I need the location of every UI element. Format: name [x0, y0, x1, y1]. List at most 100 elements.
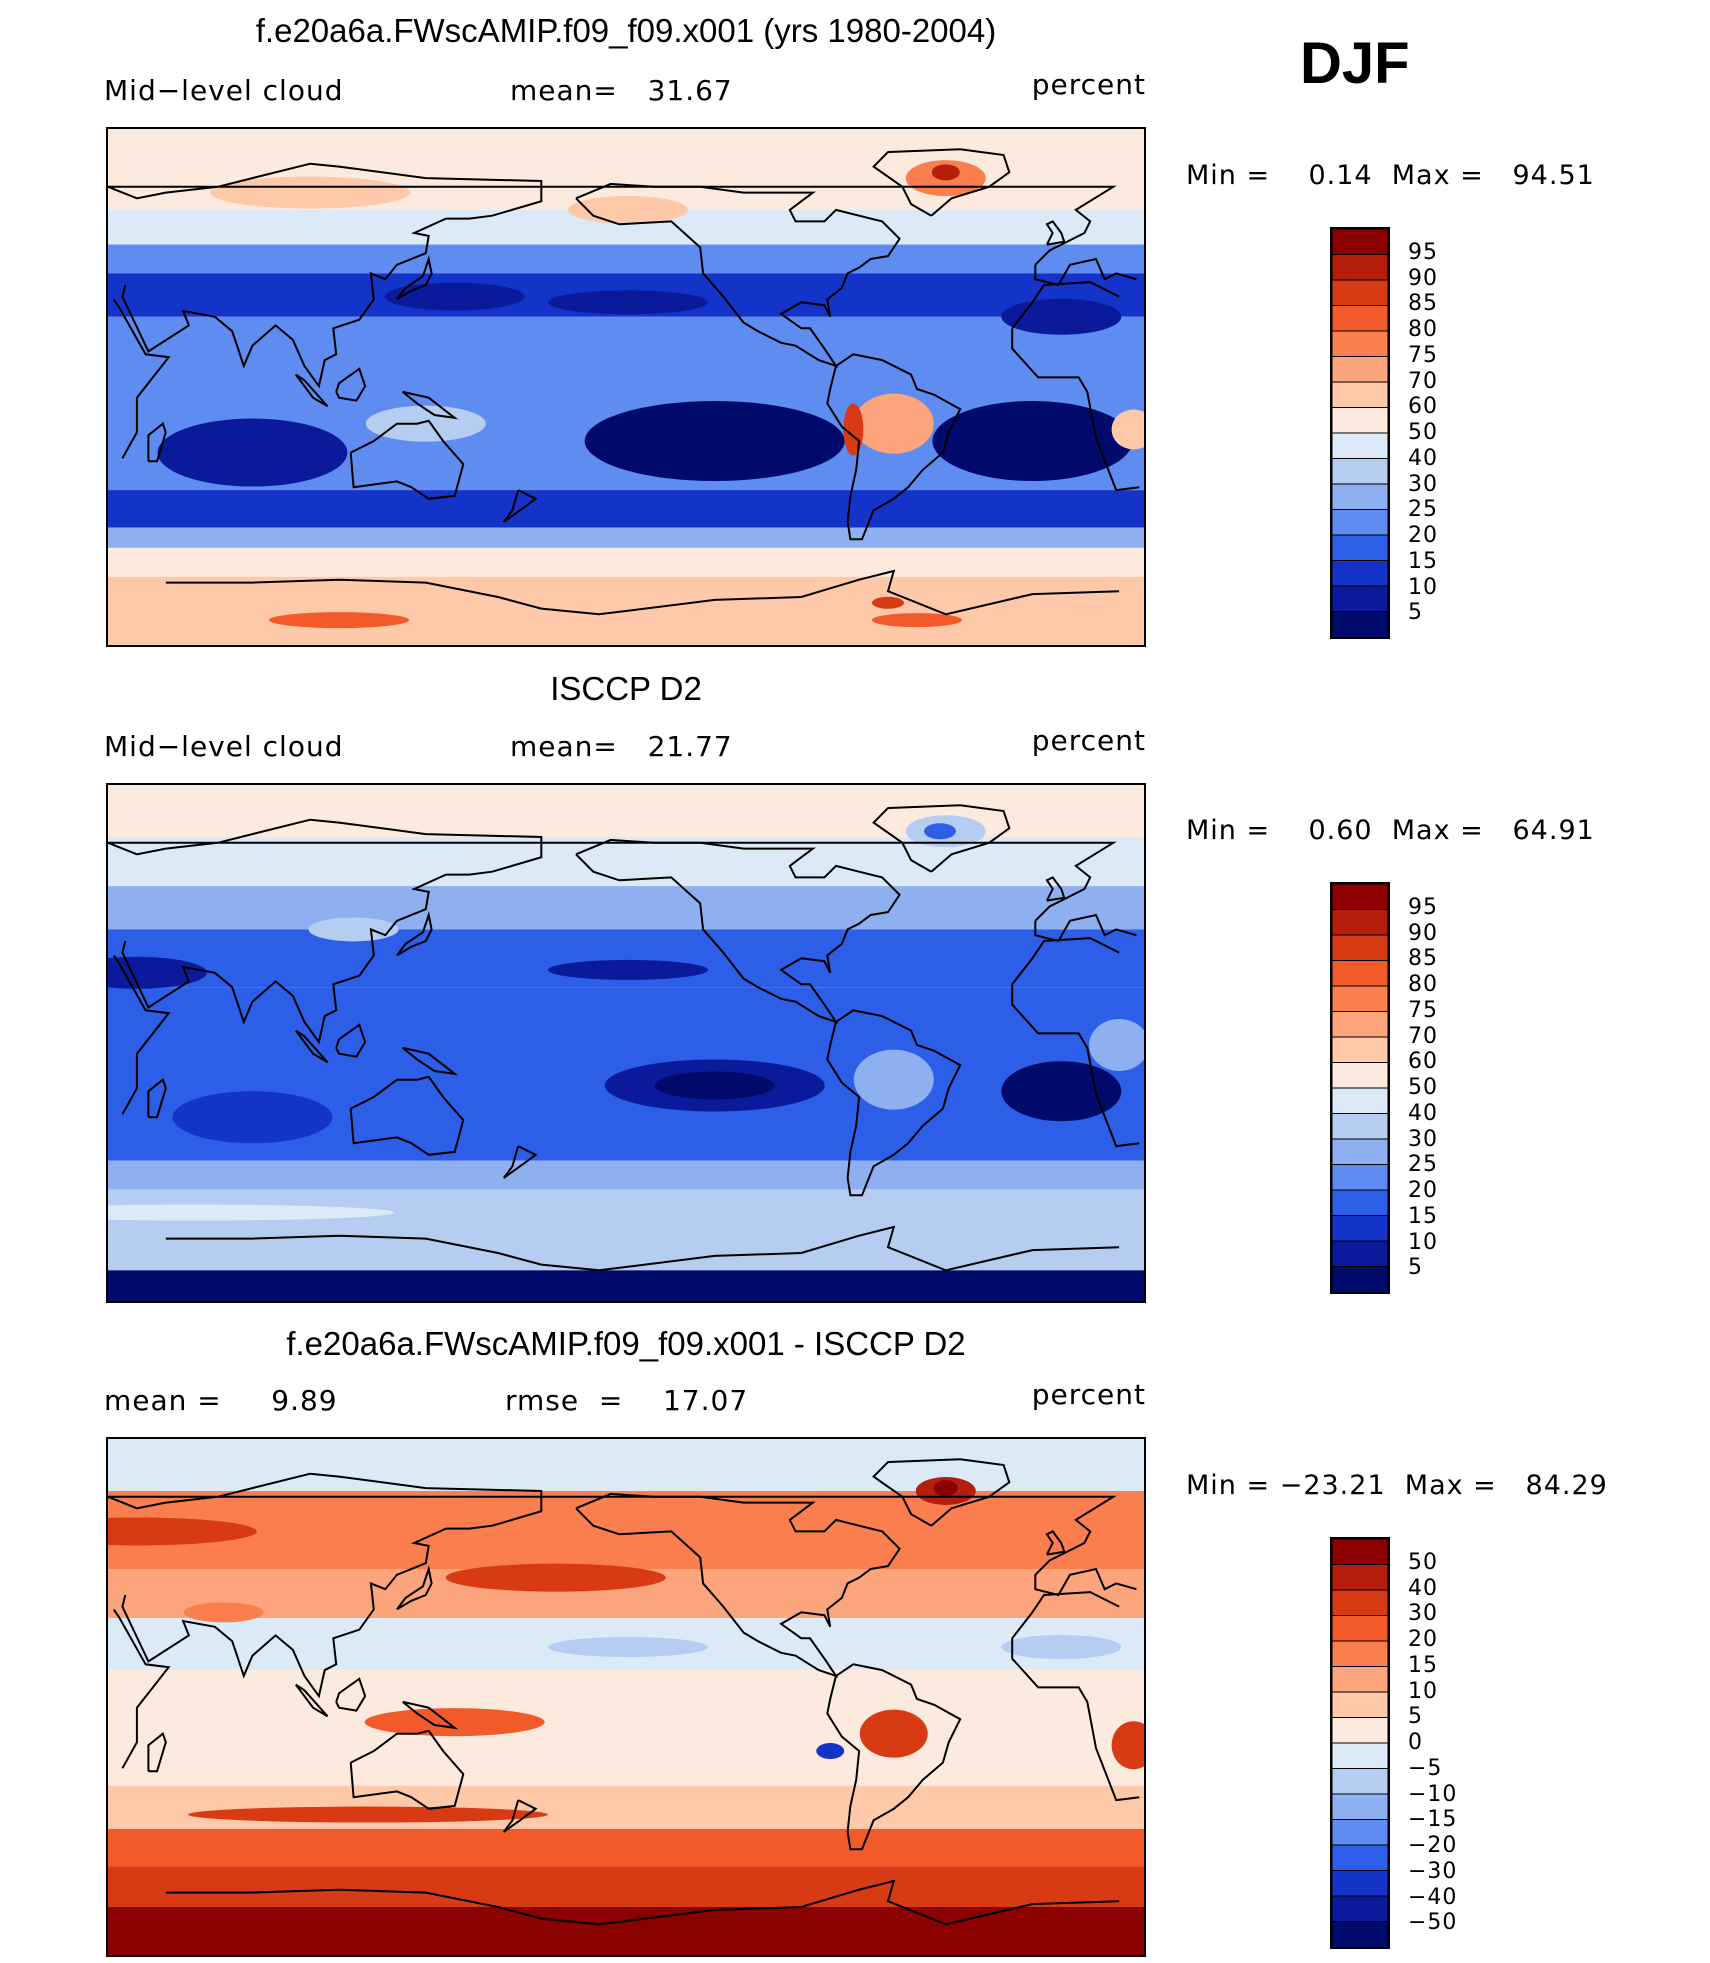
contour-blob — [568, 195, 688, 224]
contour-band — [108, 886, 1144, 930]
contour-blob — [183, 1602, 264, 1623]
colorbar-tick-label: 15 — [1408, 1652, 1438, 1678]
coastline — [1011, 1638, 1140, 1802]
colorbar-tick-label: 90 — [1408, 265, 1438, 291]
contour-blob — [548, 1637, 708, 1657]
colorbar-tick-label: 80 — [1408, 972, 1438, 997]
colorbar-swatch — [1332, 1793, 1388, 1821]
coastline — [872, 1458, 1011, 1527]
colorbar-tick-label: 30 — [1408, 1126, 1438, 1152]
contour-blob — [872, 596, 904, 609]
colorbar-swatch — [1332, 1768, 1388, 1795]
coastline — [1011, 937, 1120, 985]
contour-blob — [654, 1071, 775, 1100]
colorbar-tick-label: 20 — [1408, 1178, 1438, 1203]
coastline — [165, 1888, 542, 1920]
colorbar-tick-label: −5 — [1408, 1755, 1443, 1781]
colorbar-tick-label: 30 — [1408, 1601, 1438, 1627]
coastline — [112, 298, 171, 459]
coastline — [147, 1732, 167, 1773]
coastline — [872, 804, 1011, 873]
colorbar-swatch — [1332, 1819, 1388, 1846]
contour-blob — [853, 393, 934, 454]
contour-band — [108, 1491, 1144, 1569]
coastline — [1034, 257, 1137, 287]
coastline — [396, 1565, 433, 1611]
coastline — [335, 1023, 367, 1058]
colorbar-swatch — [1332, 1539, 1388, 1566]
coastline — [108, 162, 1117, 389]
coastline — [108, 818, 1117, 1045]
contour-band — [108, 837, 1144, 887]
contour-blob — [584, 401, 845, 481]
contour-blob — [933, 1480, 958, 1497]
colorbar-swatch — [1332, 1717, 1388, 1744]
coastline — [402, 1700, 459, 1730]
contour-blob — [932, 401, 1133, 481]
panel-3-colorbar — [1330, 1537, 1390, 1949]
panel-2-mean-label: mean= 21.77 — [510, 730, 733, 763]
colorbar-swatch — [1332, 585, 1388, 613]
contour-blob — [548, 959, 708, 980]
coastline — [349, 419, 465, 500]
colorbar-swatch — [1332, 884, 1388, 911]
coastline — [1011, 281, 1120, 329]
contour-blob — [1111, 409, 1144, 450]
colorbar-swatch — [1332, 1615, 1388, 1642]
colorbar-swatch — [1332, 560, 1388, 587]
panel-1-minmax: Min = 0.14 Max = 94.51 — [1186, 160, 1595, 191]
panel-2-minmax: Min = 0.60 Max = 64.91 — [1186, 815, 1595, 846]
colorbar-swatch — [1332, 1062, 1388, 1089]
colorbar-tick-label: 5 — [1408, 1704, 1423, 1730]
contour-blob — [1089, 1019, 1144, 1071]
coastline — [575, 838, 901, 1024]
colorbar-tick-label: −50 — [1408, 1910, 1458, 1936]
colorbar-tick-label: 50 — [1408, 1075, 1438, 1100]
contour-band — [108, 527, 1144, 548]
colorbar-swatch — [1332, 1895, 1388, 1923]
colorbar-swatch — [1332, 356, 1388, 383]
colorbar-swatch — [1332, 1589, 1388, 1617]
contour-blob — [365, 405, 486, 442]
contour-blob — [157, 418, 348, 487]
colorbar-tick-label: 30 — [1408, 471, 1438, 497]
coastline — [335, 367, 367, 402]
panel-2-variable-label: Mid−level cloud — [104, 730, 344, 763]
colorbar-swatch — [1332, 1640, 1388, 1668]
coastline — [541, 1879, 1120, 1926]
colorbar-tick-label: −20 — [1408, 1833, 1458, 1858]
coastline — [147, 422, 167, 463]
coastline — [165, 578, 542, 610]
contour-blob — [364, 1708, 545, 1737]
coastline — [165, 1234, 542, 1266]
colorbar-swatch — [1332, 909, 1388, 936]
colorbar-swatch — [1332, 1011, 1388, 1038]
colorbar-tick-label: 25 — [1408, 497, 1438, 523]
contour-band — [108, 490, 1144, 528]
colorbar-swatch — [1332, 611, 1388, 637]
contour-band — [108, 1270, 1144, 1301]
colorbar-tick-label: 85 — [1408, 946, 1438, 972]
colorbar-swatch — [1332, 407, 1388, 434]
contour-band — [108, 1785, 1144, 1829]
colorbar-swatch — [1332, 1844, 1388, 1872]
colorbar-swatch — [1332, 934, 1388, 962]
colorbar-tick-label: −40 — [1408, 1884, 1458, 1910]
season-label: DJF — [1300, 31, 1410, 96]
colorbar-swatch — [1332, 985, 1388, 1013]
coastline — [826, 353, 962, 541]
colorbar-swatch — [1332, 1666, 1388, 1693]
contour-blob — [108, 1517, 257, 1546]
coastline — [349, 1075, 465, 1156]
panel-2-colorbar — [1330, 882, 1390, 1294]
coastline — [294, 1029, 329, 1064]
colorbar-tick-label: 75 — [1408, 342, 1438, 368]
colorbar-tick-label: 0 — [1408, 1730, 1423, 1755]
contour-blob — [108, 956, 207, 989]
coastline — [108, 1472, 1117, 1699]
contour-band — [108, 547, 1144, 577]
coastline — [575, 1492, 901, 1678]
colorbar-tick-label: −15 — [1408, 1807, 1458, 1833]
coastline — [502, 489, 538, 523]
colorbar-swatch — [1332, 1113, 1388, 1140]
